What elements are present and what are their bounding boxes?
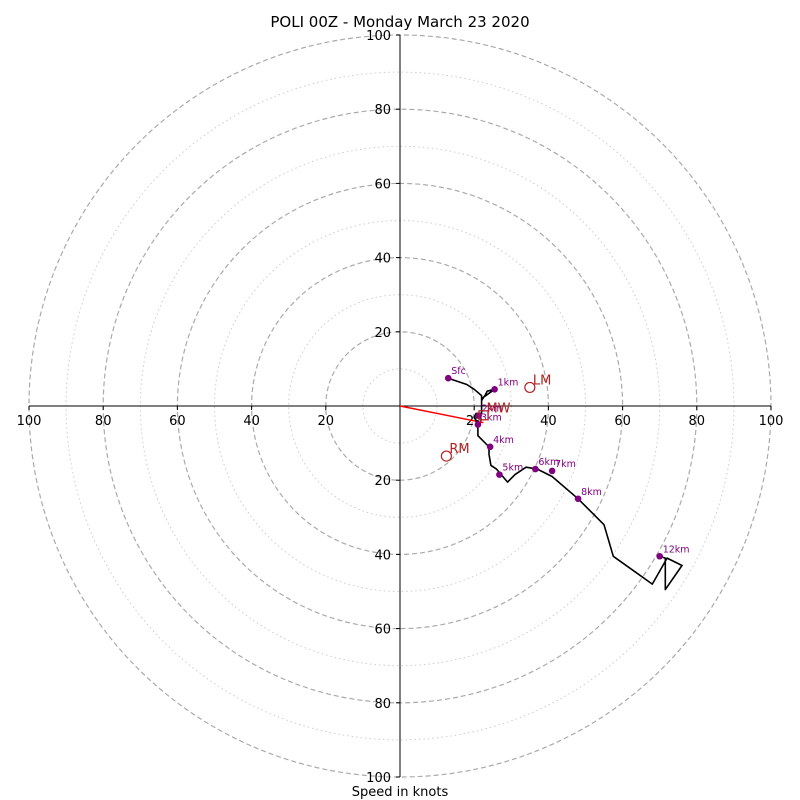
storm-motion-layer: LM RM MW	[440, 373, 551, 462]
x-tick-label: 40	[540, 414, 557, 429]
x-axis-label: Speed in knots	[352, 785, 449, 800]
height-marker	[491, 386, 498, 393]
chart-title: POLI 00Z - Monday March 23 2020	[270, 13, 529, 31]
height-marker-label: 3km	[481, 413, 502, 424]
y-tick-label: 80	[374, 697, 391, 712]
height-marker-label: 2km	[482, 404, 503, 415]
x-tick-label: 20	[318, 414, 335, 429]
height-marker	[574, 495, 582, 503]
mean-wind-vector-layer	[399, 405, 484, 424]
height-marker-label: 6km	[538, 457, 559, 468]
storm-motion-label: RM	[449, 442, 469, 457]
height-marker	[496, 471, 503, 478]
y-tick-label: 20	[374, 474, 391, 489]
y-tick-label: 40	[374, 548, 391, 563]
y-tick-label: 60	[374, 177, 391, 192]
storm-motion-marker	[478, 410, 489, 421]
y-tick-label: 100	[366, 771, 391, 786]
height-marker	[474, 421, 482, 428]
height-marker	[548, 467, 556, 475]
storm-motion-marker	[524, 381, 536, 394]
y-tick-label: 100	[366, 29, 391, 44]
y-tick-label: 80	[374, 103, 391, 118]
storm-motion-label: LM	[533, 373, 551, 388]
x-tick-label: 60	[169, 414, 186, 429]
x-tick-label: 100	[17, 414, 42, 429]
x-tick-label: 60	[614, 414, 631, 429]
height-marker	[532, 465, 539, 473]
height-marker-label: 1km	[498, 377, 519, 388]
height-marker	[486, 443, 494, 451]
height-marker-label: 8km	[581, 487, 602, 498]
x-tick-label: 80	[689, 414, 706, 429]
y-tick-label: 60	[374, 623, 391, 638]
storm-motion-marker	[440, 450, 452, 462]
hodograph-trace	[447, 377, 683, 591]
x-tick-label: 40	[243, 414, 260, 429]
x-tick-label: 100	[759, 414, 784, 429]
y-tick-label: 20	[374, 326, 391, 341]
x-tick-label: 80	[95, 414, 112, 429]
hodograph-trace-layer	[447, 377, 683, 591]
height-marker	[656, 552, 663, 560]
height-marker-label: 5km	[502, 463, 523, 474]
height-marker	[444, 374, 452, 382]
storm-motion-label: MW	[486, 401, 510, 416]
mean-wind-vector	[399, 405, 484, 424]
height-marker-label: 4km	[493, 435, 514, 446]
height-marker-label: 12km	[663, 544, 690, 555]
height-marker-label: Sfc	[451, 366, 466, 377]
y-tick-label: 40	[374, 252, 391, 267]
height-marker-label: 7km	[555, 459, 576, 470]
